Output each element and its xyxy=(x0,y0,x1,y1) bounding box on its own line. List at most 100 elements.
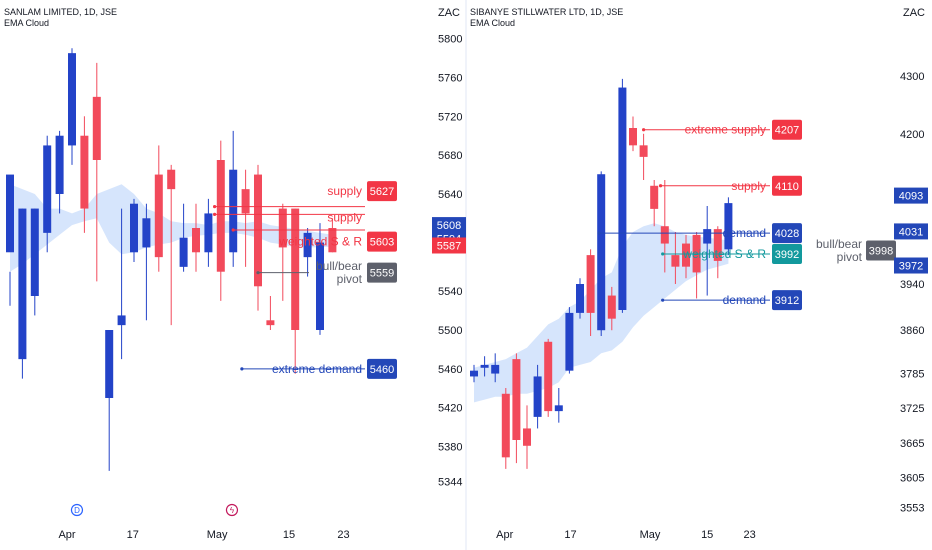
level-price-tag[interactable] xyxy=(367,181,397,202)
candle-body[interactable] xyxy=(576,284,584,313)
candle-body[interactable] xyxy=(607,295,616,319)
candle[interactable] xyxy=(586,249,595,336)
candle-body[interactable] xyxy=(660,226,669,244)
candle[interactable] xyxy=(682,234,690,279)
candle[interactable] xyxy=(266,296,275,330)
candle-body[interactable] xyxy=(703,229,712,244)
candle-body[interactable] xyxy=(204,213,213,253)
candle-body[interactable] xyxy=(117,315,126,326)
candle[interactable] xyxy=(241,169,250,267)
candle-body[interactable] xyxy=(629,128,637,146)
symbol-title[interactable]: SANLAM LIMITED, 1D, JSE xyxy=(4,7,118,17)
candle[interactable] xyxy=(491,353,500,383)
candle-body[interactable] xyxy=(724,203,733,250)
candle-body[interactable] xyxy=(266,320,275,326)
weighted-sr-level[interactable]: weighted S & R 3992 xyxy=(661,243,802,264)
candle[interactable] xyxy=(597,171,606,336)
level-price-tag[interactable] xyxy=(772,223,802,244)
candle[interactable] xyxy=(117,208,126,360)
level-price-tag[interactable] xyxy=(367,231,397,252)
candle[interactable] xyxy=(618,78,627,313)
candle-body[interactable] xyxy=(303,232,312,258)
event-circle[interactable] xyxy=(70,503,84,517)
extreme-supply-level[interactable]: extreme supply 4207 xyxy=(642,119,802,140)
candle-body[interactable] xyxy=(713,229,722,261)
candle[interactable] xyxy=(92,62,101,282)
candle[interactable] xyxy=(703,206,712,296)
candle-body[interactable] xyxy=(229,169,238,253)
candle-body[interactable] xyxy=(179,237,188,267)
extreme-demand-level[interactable]: extreme demand 5460 xyxy=(240,358,397,379)
candle[interactable] xyxy=(192,203,200,272)
candle-body[interactable] xyxy=(533,376,542,417)
candle-body[interactable] xyxy=(523,428,531,446)
candle-body[interactable] xyxy=(544,341,553,412)
candle-body[interactable] xyxy=(501,393,510,458)
chart-canvas[interactable]: 4300 4200 3940 3860 3785 3725 3665 3605 3553 Apr 1… xyxy=(466,0,932,550)
candle[interactable] xyxy=(55,130,64,214)
demand-level[interactable]: demand 4028 xyxy=(597,223,802,244)
demand-2-level[interactable]: demand 3912 xyxy=(661,290,802,311)
pane-divider[interactable] xyxy=(465,0,467,550)
candle[interactable] xyxy=(18,208,27,379)
candle[interactable] xyxy=(692,232,701,299)
candle[interactable] xyxy=(254,164,262,311)
candle-body[interactable] xyxy=(192,228,200,253)
candle[interactable] xyxy=(68,48,76,165)
candle[interactable] xyxy=(216,140,225,301)
indicator-label[interactable]: EMA Cloud xyxy=(4,18,50,28)
candle[interactable] xyxy=(30,208,39,316)
supply-level[interactable]: supply 4110 xyxy=(658,175,802,196)
candle[interactable] xyxy=(501,388,510,469)
candle[interactable] xyxy=(328,218,337,253)
candle-body[interactable] xyxy=(18,208,27,360)
candle[interactable] xyxy=(639,133,648,180)
candle[interactable] xyxy=(204,198,213,267)
candle-body[interactable] xyxy=(92,96,101,160)
candle[interactable] xyxy=(533,364,542,429)
candle-body[interactable] xyxy=(68,53,76,146)
candle-body[interactable] xyxy=(216,160,225,272)
candle-body[interactable] xyxy=(130,203,138,253)
chart-pane-sibanye[interactable]: SIBANYE STILLWATER LTD, 1D, JSE EMA Clou… xyxy=(466,0,932,550)
candle-body[interactable] xyxy=(154,174,163,258)
candle[interactable] xyxy=(278,203,287,301)
candle[interactable] xyxy=(660,180,669,273)
candle[interactable] xyxy=(154,145,163,272)
candle[interactable] xyxy=(544,338,553,417)
candle-body[interactable] xyxy=(55,135,64,194)
axis-price-tag[interactable]: 5608 xyxy=(432,217,466,234)
level-price-tag[interactable] xyxy=(367,358,397,379)
candle-body[interactable] xyxy=(480,364,489,368)
candle[interactable] xyxy=(480,356,489,377)
candle[interactable] xyxy=(724,197,733,256)
candle-body[interactable] xyxy=(278,208,287,248)
candle-body[interactable] xyxy=(618,87,627,310)
candle-body[interactable] xyxy=(43,145,52,233)
candle-body[interactable] xyxy=(470,370,478,377)
candle[interactable] xyxy=(650,180,659,227)
candle[interactable] xyxy=(105,330,114,471)
candle-body[interactable] xyxy=(30,208,39,296)
candle[interactable] xyxy=(523,405,531,469)
indicator-label[interactable]: EMA Cloud xyxy=(470,18,516,28)
candle[interactable] xyxy=(179,203,188,272)
candle-body[interactable] xyxy=(682,243,690,267)
axis-price-tag[interactable]: 4031 xyxy=(894,223,928,240)
level-price-tag[interactable] xyxy=(772,175,802,196)
candle-body[interactable] xyxy=(316,242,324,330)
candle[interactable] xyxy=(229,130,238,267)
event-circle[interactable] xyxy=(225,503,239,517)
event-marker[interactable]: D xyxy=(70,503,84,517)
candle-body[interactable] xyxy=(6,174,14,253)
candle-body[interactable] xyxy=(80,135,89,209)
candle[interactable] xyxy=(43,135,52,253)
candle[interactable] xyxy=(512,353,521,464)
candle-body[interactable] xyxy=(512,359,521,440)
candle[interactable] xyxy=(291,208,300,374)
axis-price-tag[interactable]: 4093 xyxy=(894,187,928,204)
candle[interactable] xyxy=(554,388,563,423)
candle-body[interactable] xyxy=(241,189,250,214)
